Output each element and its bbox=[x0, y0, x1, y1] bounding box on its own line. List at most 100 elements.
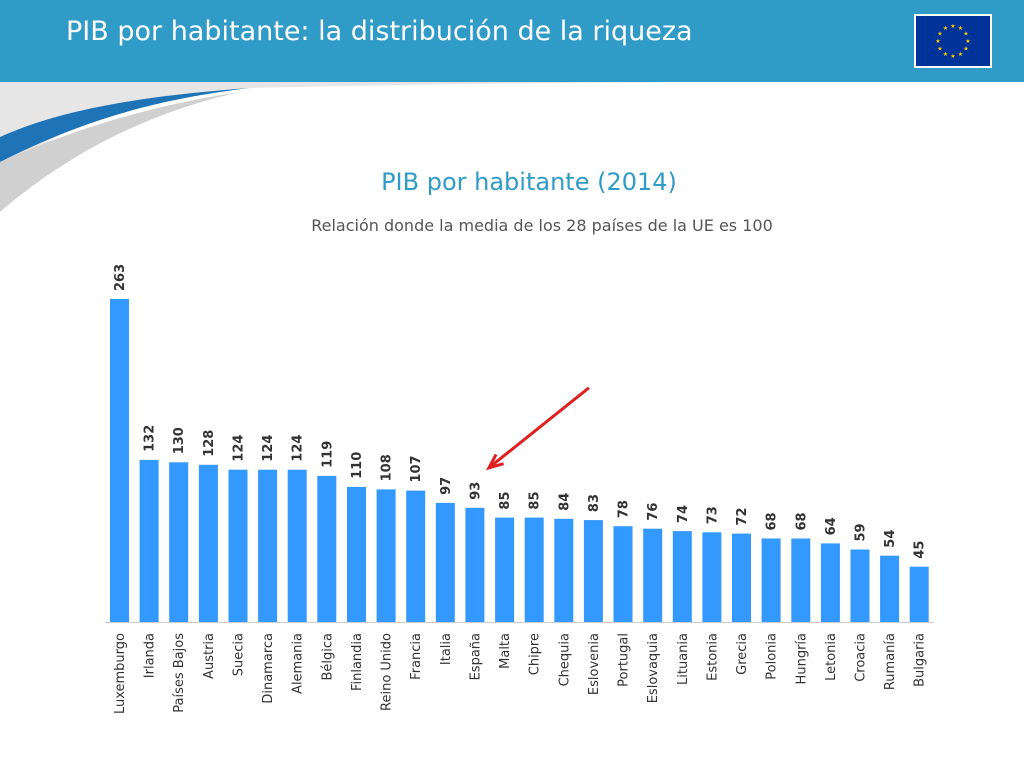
bar-países-bajos bbox=[169, 462, 189, 622]
bar-francia bbox=[406, 490, 426, 622]
category-label: Lituania bbox=[676, 633, 691, 685]
category-label: Austria bbox=[202, 633, 217, 679]
data-label: 108 bbox=[380, 454, 395, 481]
arrow-head bbox=[485, 453, 505, 471]
data-label: 68 bbox=[765, 512, 780, 530]
data-label: 132 bbox=[143, 425, 158, 452]
data-label: 124 bbox=[291, 435, 306, 462]
category-label: Rumanía bbox=[883, 633, 898, 690]
data-label: 124 bbox=[261, 435, 276, 462]
star-icon: ★ bbox=[943, 51, 948, 58]
category-label: Polonia bbox=[765, 633, 780, 680]
category-label: Estonia bbox=[705, 633, 720, 681]
bar-croacia bbox=[850, 549, 870, 622]
category-label: Grecia bbox=[735, 633, 750, 675]
star-icon: ★ bbox=[963, 46, 968, 53]
decorative-swoosh bbox=[0, 82, 1024, 212]
category-label: Chequia bbox=[557, 633, 572, 686]
data-label: 64 bbox=[824, 517, 839, 535]
data-label: 68 bbox=[794, 512, 809, 530]
star-icon: ★ bbox=[950, 53, 955, 60]
category-label: Dinamarca bbox=[261, 633, 276, 704]
data-label: 107 bbox=[409, 455, 424, 482]
data-label: 84 bbox=[557, 493, 572, 511]
category-label: Letonia bbox=[824, 633, 839, 681]
header-bar: PIB por habitante: la distribución de la… bbox=[0, 0, 1024, 82]
category-label: Suecia bbox=[232, 633, 247, 676]
bar-eslovaquia bbox=[643, 528, 663, 622]
bar-portugal bbox=[613, 526, 633, 622]
category-label: Eslovenia bbox=[587, 633, 602, 695]
category-label: Hungría bbox=[794, 633, 809, 684]
data-label: 130 bbox=[172, 427, 187, 454]
bar-finlandia bbox=[347, 486, 366, 622]
bar-chequia bbox=[554, 518, 574, 622]
data-label: 76 bbox=[646, 503, 661, 521]
data-label: 128 bbox=[202, 430, 217, 457]
data-label: 97 bbox=[439, 477, 454, 495]
star-icon: ★ bbox=[937, 46, 942, 53]
data-label: 263 bbox=[113, 264, 128, 291]
category-label: Luxemburgo bbox=[113, 633, 128, 714]
category-label: Bulgaria bbox=[913, 633, 928, 687]
chart-title: PIB por habitante (2014) bbox=[381, 168, 677, 196]
bar-alemania bbox=[287, 469, 307, 622]
category-label: Bélgica bbox=[320, 633, 335, 681]
bar-grecia bbox=[732, 533, 751, 622]
bar-bulgaria bbox=[909, 566, 929, 622]
star-icon: ★ bbox=[965, 38, 970, 45]
data-label: 74 bbox=[676, 505, 691, 523]
category-label: Francia bbox=[409, 633, 424, 680]
data-label: 78 bbox=[617, 500, 632, 518]
star-icon: ★ bbox=[937, 31, 942, 38]
bar-estonia bbox=[702, 532, 722, 622]
star-icon: ★ bbox=[943, 25, 948, 32]
bar-lituania bbox=[672, 531, 692, 622]
eu-flag-icon: ★ ★ ★ ★ ★ ★ ★ ★ ★ ★ ★ ★ bbox=[914, 14, 992, 68]
star-icon: ★ bbox=[958, 51, 963, 58]
bar-dinamarca bbox=[258, 469, 278, 622]
data-label: 93 bbox=[468, 482, 483, 500]
bar-italia bbox=[435, 502, 455, 622]
star-icon: ★ bbox=[935, 38, 940, 45]
category-label: Portugal bbox=[617, 633, 632, 687]
data-label: 73 bbox=[705, 506, 720, 524]
bar-polonia bbox=[761, 538, 781, 622]
bar-rumanía bbox=[880, 555, 900, 622]
data-label: 59 bbox=[854, 523, 869, 541]
bar-chipre bbox=[524, 517, 544, 622]
data-label: 85 bbox=[528, 492, 543, 510]
data-label: 72 bbox=[735, 508, 750, 526]
slide-title: PIB por habitante: la distribución de la… bbox=[66, 16, 693, 47]
bar-letonia bbox=[820, 543, 840, 622]
data-label: 119 bbox=[320, 441, 335, 468]
bar-irlanda bbox=[139, 459, 159, 622]
bar-austria bbox=[198, 464, 218, 622]
chart-subtitle: Relación donde la media de los 28 países… bbox=[311, 216, 773, 235]
category-label: Reino Unido bbox=[380, 633, 395, 711]
bar-eslovenia bbox=[583, 520, 603, 622]
category-label: Finlandia bbox=[350, 633, 365, 691]
bar-malta bbox=[495, 517, 515, 622]
category-label: Malta bbox=[498, 633, 513, 669]
data-label: 85 bbox=[498, 492, 513, 510]
category-label: Italia bbox=[439, 633, 454, 665]
category-label: Alemania bbox=[291, 633, 306, 694]
data-label: 124 bbox=[232, 435, 247, 462]
star-icon: ★ bbox=[963, 31, 968, 38]
category-label: Irlanda bbox=[143, 633, 158, 678]
star-icon: ★ bbox=[958, 25, 963, 32]
arrow-shaft bbox=[487, 386, 590, 469]
bar-suecia bbox=[228, 469, 248, 622]
data-label: 45 bbox=[913, 541, 928, 559]
bar-bélgica bbox=[317, 475, 337, 622]
category-label: Chipre bbox=[528, 633, 543, 675]
bar-españa bbox=[465, 507, 485, 622]
category-label: España bbox=[468, 633, 483, 680]
data-label: 110 bbox=[350, 452, 365, 479]
data-label: 83 bbox=[587, 494, 602, 512]
data-label: 54 bbox=[883, 530, 898, 548]
bar-reino-unido bbox=[376, 489, 396, 622]
category-label: Países Bajos bbox=[172, 633, 187, 713]
